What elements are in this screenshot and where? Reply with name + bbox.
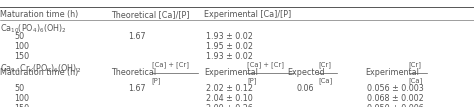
Text: 2.04 ± 0.10: 2.04 ± 0.10 [206,94,253,103]
Text: [Cr]: [Cr] [318,61,331,68]
Text: [P]: [P] [152,77,161,84]
Text: [Ca] + [Cr]: [Ca] + [Cr] [247,61,284,68]
Text: Maturation time (h): Maturation time (h) [0,10,78,19]
Text: Theoretical [Ca]/[P]: Theoretical [Ca]/[P] [111,10,190,19]
Text: 150: 150 [14,53,29,62]
Text: Ca$_{10}$(PO$_{4}$)$_{6}$(OH)$_{2}$: Ca$_{10}$(PO$_{4}$)$_{6}$(OH)$_{2}$ [0,22,67,35]
Text: Maturation time (h): Maturation time (h) [0,68,78,77]
Text: 100: 100 [14,42,29,51]
Text: 1.93 ± 0.02: 1.93 ± 0.02 [206,53,253,62]
Text: Expected: Expected [287,68,324,77]
Text: Experimental: Experimental [365,68,419,77]
Text: [Ca] + [Cr]: [Ca] + [Cr] [152,61,189,68]
Text: 1.95 ± 0.02: 1.95 ± 0.02 [206,42,253,51]
Text: [Ca]: [Ca] [409,77,423,84]
Text: 2.02 ± 0.12: 2.02 ± 0.12 [206,84,253,93]
Text: Theoretical: Theoretical [111,68,156,77]
Text: 0.068 ± 0.002: 0.068 ± 0.002 [367,94,424,103]
Text: 100: 100 [14,94,29,103]
Text: 0.050 ± 0.006: 0.050 ± 0.006 [367,104,424,107]
Text: [Ca]: [Ca] [318,77,332,84]
Text: 1.67: 1.67 [128,84,146,93]
Text: 0.06: 0.06 [296,84,314,93]
Text: [P]: [P] [247,77,257,84]
Text: 50: 50 [14,32,24,41]
Text: 1.93 ± 0.02: 1.93 ± 0.02 [206,32,253,41]
Text: Ca$_{9.4}$Cr$_{x}$(PO$_{4}$)$_{6}$(OH)$_{2}$: Ca$_{9.4}$Cr$_{x}$(PO$_{4}$)$_{6}$(OH)$_… [0,63,81,75]
Text: 1.67: 1.67 [128,32,146,41]
Text: 150: 150 [14,104,29,107]
Text: Experimental [Ca]/[P]: Experimental [Ca]/[P] [204,10,291,19]
Text: 2.00 ± 0.26: 2.00 ± 0.26 [206,104,253,107]
Text: Experimental: Experimental [204,68,258,77]
Text: [Cr]: [Cr] [409,61,421,68]
Text: 50: 50 [14,84,24,93]
Text: 0.056 ± 0.003: 0.056 ± 0.003 [367,84,424,93]
